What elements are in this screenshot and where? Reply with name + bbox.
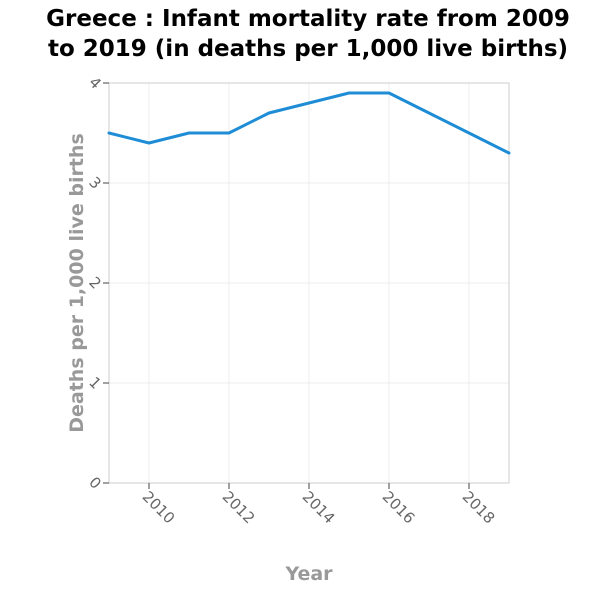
chart-title-line-1: Greece : Infant mortality rate from 2009 xyxy=(46,6,570,32)
x-tick-label: 2018 xyxy=(459,488,499,528)
x-axis-label: Year xyxy=(284,563,333,585)
x-axis-ticks: 2010 2012 2014 2016 2018 xyxy=(139,483,499,528)
y-tick-label: 3 xyxy=(85,173,104,192)
x-tick-label: 2012 xyxy=(219,488,259,528)
series-line xyxy=(107,91,511,155)
grid-lines xyxy=(109,82,509,484)
y-axis-ticks: 0 1 2 3 4 xyxy=(85,73,109,493)
chart-title-line-2: to 2019 (in deaths per 1,000 live births… xyxy=(47,36,569,62)
y-tick-label: 1 xyxy=(85,373,104,392)
y-axis-label: Deaths per 1,000 live births xyxy=(66,133,88,433)
y-tick-label: 2 xyxy=(85,273,104,292)
series-group xyxy=(107,91,511,155)
x-tick-label: 2014 xyxy=(299,488,339,528)
y-tick-label: 0 xyxy=(85,473,104,492)
chart-title: Greece : Infant mortality rate from 2009… xyxy=(0,4,616,64)
y-tick-label: 4 xyxy=(85,73,104,92)
x-tick-label: 2016 xyxy=(379,488,419,528)
x-tick-label: 2010 xyxy=(139,488,179,528)
